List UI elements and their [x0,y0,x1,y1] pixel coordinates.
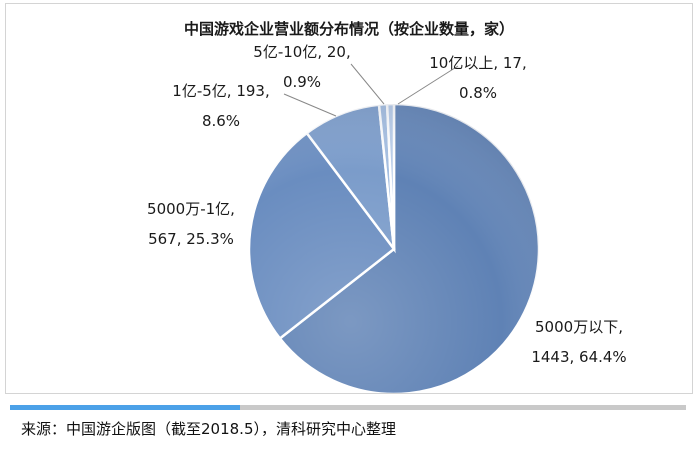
leader-lines [283,63,459,117]
progress-track [10,405,686,410]
slice-label: 5亿-10亿, 20, [253,43,350,61]
leader-line [283,93,337,117]
slice-labels: 5000万以下, 1443, 64.4% 5000万-1亿, 567, 25.3% 1亿… [147,43,627,366]
slice-label: 567, 25.3% [148,230,234,248]
slice-label: 0.9% [283,73,321,91]
leader-line [350,63,385,105]
chart-title: 中国游戏企业营业额分布情况（按企业数量，家） [184,20,514,38]
slice-label: 1亿-5亿, 193, [172,82,269,100]
source-note: 来源：中国游企版图（截至2018.5），清科研究中心整理 [21,420,396,438]
leader-line [397,65,459,105]
slice-label: 5000万-1亿, [147,200,235,218]
slice-label: 1443, 64.4% [531,348,626,366]
slice-label: 10亿以上, 17, [429,54,526,72]
chart-frame: 中国游戏企业营业额分布情况（按企业数量，家） 5000万以下, 1443, 64.… [5,3,693,394]
slice-label: 5000万以下, [535,318,623,336]
pie-chart: 中国游戏企业营业额分布情况（按企业数量，家） 5000万以下, 1443, 64.… [147,20,627,393]
slice-label: 0.8% [459,84,497,102]
slice-label: 8.6% [202,112,240,130]
pie-slices [247,102,541,393]
progress-fill [10,405,240,410]
